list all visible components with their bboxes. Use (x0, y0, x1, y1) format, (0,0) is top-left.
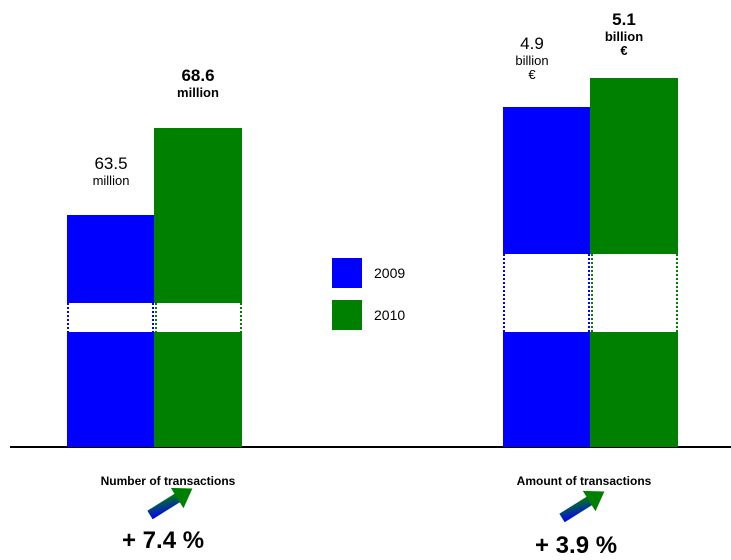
growth-arrow-icon-amount (559, 490, 605, 523)
legend-label-2009: 2009 (374, 265, 406, 281)
group-title-amount: Amount of transactions (516, 474, 652, 488)
value-2009-amount: 4.9 (520, 34, 544, 53)
legend-swatch-2010 (332, 300, 362, 330)
group-title-number: Number of transactions (100, 474, 236, 488)
unit-2009-amount-line1: billion (515, 52, 549, 68)
value-2010-amount: 5.1 (612, 10, 636, 29)
value-label-2010-number: 68.6 million (158, 66, 238, 100)
legend-swatch-2009 (332, 258, 362, 288)
bar-2009-amount-upper (503, 107, 590, 254)
bar-2009-number-upper (67, 215, 154, 303)
unit-2010-amount-line1: billion (604, 28, 644, 44)
bar-2010-number-upper (154, 128, 242, 303)
bar-2009-number-lower (67, 332, 154, 447)
growth-amount: + 3.9 % (535, 532, 618, 559)
unit-2009-amount-line2: € (528, 67, 536, 83)
unit-2010-number: million (177, 84, 219, 100)
group-amount-of-transactions (503, 78, 678, 447)
growth-number: + 7.4 % (122, 527, 205, 554)
bar-2010-number-lower (154, 332, 242, 447)
legend-item-2010: 2010 (332, 300, 405, 330)
bar-2009-amount-lower (503, 332, 590, 447)
unit-2009-number: million (92, 172, 130, 188)
group-number-of-transactions (67, 128, 242, 447)
legend-item-2009: 2009 (332, 258, 405, 288)
value-label-2010-amount: 5.1 billion € (598, 10, 650, 59)
value-label-2009-amount: 4.9 billion € (506, 34, 558, 83)
value-2010-number-text: 68.6 (181, 66, 215, 85)
growth-arrow-icon-number (147, 487, 193, 520)
legend-label-2010: 2010 (374, 307, 406, 323)
bar-2010-amount-upper (590, 78, 678, 254)
bar-2010-amount-lower (590, 332, 678, 447)
value-2009-number: 63.5 (94, 154, 128, 173)
unit-2010-amount-line2: € (620, 43, 628, 59)
value-label-2009-number: 63.5 million (72, 154, 150, 188)
